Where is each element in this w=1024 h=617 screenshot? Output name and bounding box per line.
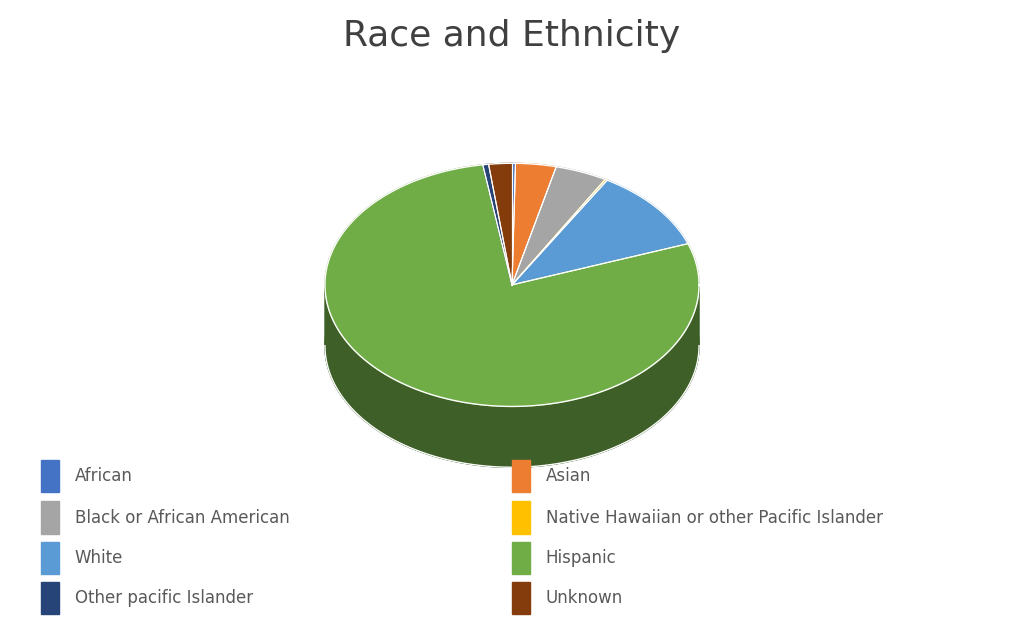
Bar bbox=[41, 542, 59, 574]
Bar bbox=[512, 460, 530, 492]
Bar bbox=[41, 460, 59, 492]
Polygon shape bbox=[325, 285, 699, 467]
Text: Hispanic: Hispanic bbox=[546, 549, 616, 566]
Polygon shape bbox=[488, 164, 512, 285]
Bar bbox=[41, 502, 59, 534]
Polygon shape bbox=[512, 167, 605, 285]
Polygon shape bbox=[325, 224, 699, 467]
Text: Other pacific Islander: Other pacific Islander bbox=[75, 589, 253, 607]
Text: Asian: Asian bbox=[546, 467, 591, 485]
Bar bbox=[41, 582, 59, 614]
Polygon shape bbox=[512, 180, 688, 285]
Text: White: White bbox=[75, 549, 123, 566]
Text: Black or African American: Black or African American bbox=[75, 508, 290, 526]
Polygon shape bbox=[325, 165, 699, 407]
Bar bbox=[512, 502, 530, 534]
Polygon shape bbox=[512, 164, 556, 285]
Text: Native Hawaiian or other Pacific Islander: Native Hawaiian or other Pacific Islande… bbox=[546, 508, 883, 526]
Polygon shape bbox=[482, 164, 512, 285]
Text: African: African bbox=[75, 467, 133, 485]
Polygon shape bbox=[512, 164, 515, 285]
Text: Unknown: Unknown bbox=[546, 589, 623, 607]
Bar bbox=[512, 582, 530, 614]
Bar bbox=[512, 542, 530, 574]
Text: Race and Ethnicity: Race and Ethnicity bbox=[343, 19, 681, 52]
Polygon shape bbox=[512, 180, 607, 285]
